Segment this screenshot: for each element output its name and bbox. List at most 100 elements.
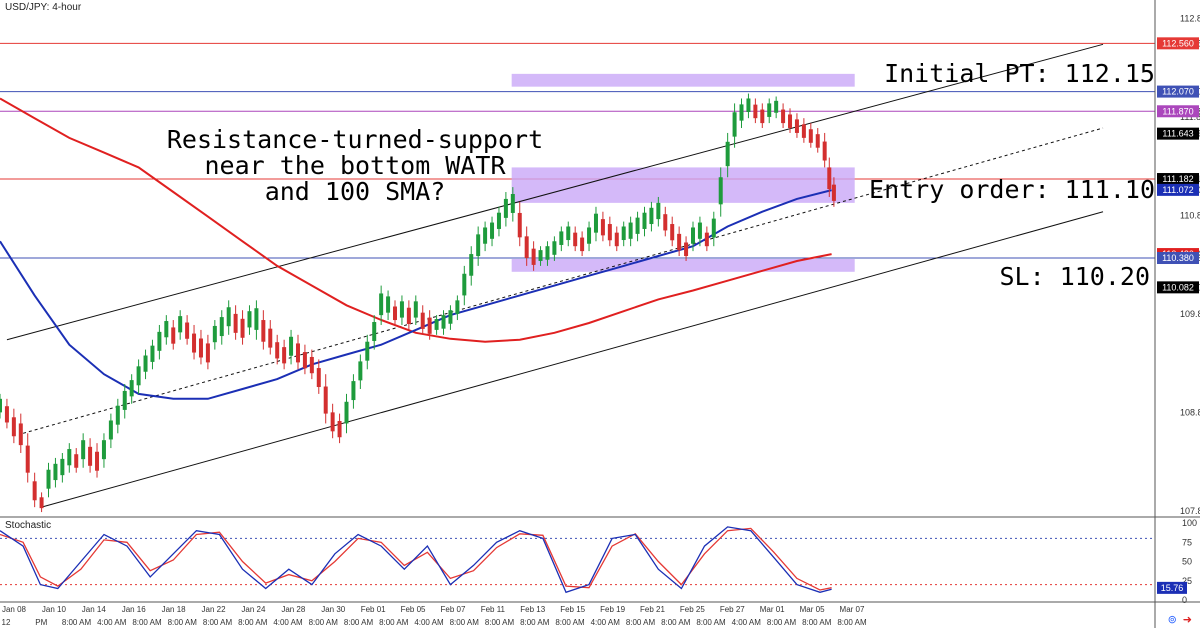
candle-body-90 <box>621 226 626 241</box>
candle-body-0 <box>0 398 2 413</box>
candle-body-15 <box>101 440 106 460</box>
candle-body-70 <box>483 227 488 244</box>
candle-body-47 <box>323 386 328 414</box>
candle-body-21 <box>143 355 148 372</box>
candle-body-20 <box>136 366 141 386</box>
candle-body-22 <box>150 345 155 362</box>
candle-body-105 <box>725 141 730 167</box>
candle-body-73 <box>503 198 508 218</box>
stochastic-title: Stochastic <box>3 520 54 531</box>
candle-body-8 <box>53 463 58 481</box>
candle-body-75 <box>517 212 522 238</box>
candle-body-25 <box>171 327 176 344</box>
candle-body-65 <box>448 310 453 324</box>
candle-body-60 <box>413 301 418 318</box>
x-time-label-8: 4:00 AM <box>273 618 303 627</box>
stoch-y-tick-1: 75 <box>1182 537 1192 547</box>
price-tag-7: 110.380 <box>1162 253 1194 263</box>
price-tag-bg-8 <box>1157 281 1199 294</box>
x-time-label-16: 8:00 AM <box>555 618 585 627</box>
stoch-readout-bg-0 <box>1157 581 1187 594</box>
x-date-label-4: Jan 18 <box>162 605 187 614</box>
x-time-label-14: 8:00 AM <box>485 618 515 627</box>
candle-body-109 <box>753 104 758 119</box>
candle-body-31 <box>212 325 217 343</box>
x-date-label-15: Feb 19 <box>600 605 625 614</box>
price-tag-bg-7 <box>1157 252 1199 265</box>
candle-body-41 <box>282 347 287 364</box>
candle-body-3 <box>18 423 23 446</box>
compare-icon[interactable]: ⊚ <box>1167 613 1177 626</box>
stoch-y-tick-4: 0 <box>1182 595 1187 605</box>
candle-body-92 <box>635 217 640 234</box>
candle-body-86 <box>593 213 598 233</box>
entry-label: Entry order: 111.10 <box>869 175 1155 204</box>
candle-body-56 <box>386 296 391 313</box>
candle-body-10 <box>67 449 72 466</box>
candle-body-106 <box>732 112 737 137</box>
price-tag-1: 112.070 <box>1162 87 1194 97</box>
price-tag-bg-0 <box>1157 37 1199 50</box>
candle-body-54 <box>372 322 377 341</box>
channel-line-1 <box>41 211 1104 508</box>
chart-tools: ⊚ ➜ <box>1162 613 1192 626</box>
x-date-label-8: Jan 30 <box>321 605 346 614</box>
x-date-label-17: Feb 25 <box>680 605 705 614</box>
candle-body-33 <box>226 307 231 327</box>
price-tag-bg-5 <box>1157 183 1199 196</box>
candle-body-30 <box>205 343 210 363</box>
candle-body-16 <box>108 420 113 440</box>
candle-body-112 <box>774 100 779 113</box>
candle-body-71 <box>490 222 495 239</box>
x-date-label-7: Jan 28 <box>281 605 306 614</box>
candle-body-69 <box>476 234 481 257</box>
x-date-label-20: Mar 05 <box>800 605 825 614</box>
candle-body-85 <box>587 227 592 244</box>
x-time-label-12: 4:00 AM <box>414 618 444 627</box>
candle-body-51 <box>351 381 356 401</box>
candle-body-43 <box>295 343 300 363</box>
candle-body-77 <box>531 248 536 265</box>
x-time-label-20: 8:00 AM <box>696 618 726 627</box>
candle-body-1 <box>4 406 9 423</box>
x-time-label-5: 8:00 AM <box>168 618 198 627</box>
zone-1 <box>511 167 855 203</box>
note-line-2: near the bottom WATR <box>204 151 506 180</box>
x-date-label-3: Jan 16 <box>122 605 147 614</box>
candle-body-91 <box>628 222 633 239</box>
x-date-label-10: Feb 05 <box>401 605 426 614</box>
x-time-label-11: 8:00 AM <box>379 618 409 627</box>
price-tag-bg-3 <box>1157 127 1199 140</box>
scroll-right-icon[interactable]: ➜ <box>1182 613 1192 626</box>
candle-body-97 <box>670 224 675 241</box>
candle-body-80 <box>552 241 557 255</box>
x-time-label-2: 8:00 AM <box>62 618 92 627</box>
candle-body-42 <box>289 336 294 356</box>
candle-body-39 <box>268 328 273 348</box>
x-date-label-19: Mar 01 <box>760 605 785 614</box>
candle-body-115 <box>794 119 799 133</box>
candle-body-55 <box>379 293 384 316</box>
x-time-label-0: 12 <box>2 618 11 627</box>
x-time-label-9: 8:00 AM <box>309 618 339 627</box>
x-time-label-7: 8:00 AM <box>238 618 268 627</box>
candle-body-103 <box>711 218 716 238</box>
candle-body-17 <box>115 405 120 425</box>
y-tick-label-0: 112.813 <box>1180 13 1200 23</box>
candle-body-98 <box>677 233 682 251</box>
price-tag-2: 111.870 <box>1162 106 1193 116</box>
candle-body-72 <box>496 212 501 229</box>
x-date-label-21: Mar 07 <box>840 605 865 614</box>
candle-body-100 <box>691 227 695 244</box>
x-time-label-23: 8:00 AM <box>802 618 832 627</box>
x-time-label-19: 8:00 AM <box>661 618 691 627</box>
x-time-label-3: 4:00 AM <box>97 618 127 627</box>
pt-label: Initial PT: 112.15 <box>884 59 1155 88</box>
candle-body-94 <box>649 207 654 225</box>
stoch-d-line <box>0 527 832 591</box>
candle-body-13 <box>88 446 93 466</box>
candle-body-114 <box>788 114 793 129</box>
